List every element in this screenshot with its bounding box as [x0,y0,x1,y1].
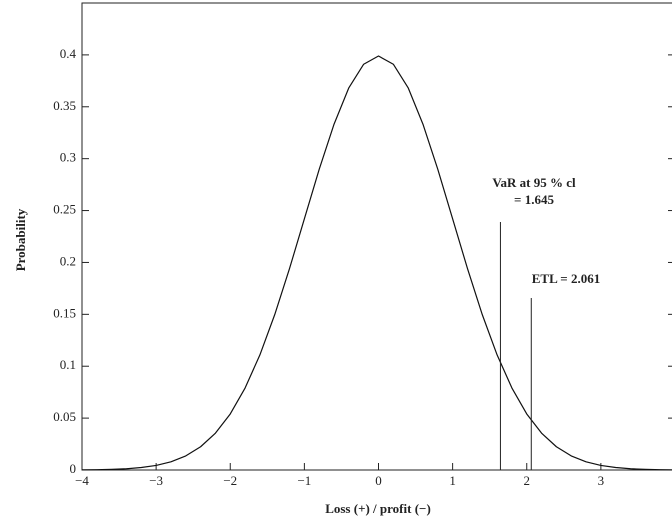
x-tick-label: 2 [524,473,531,488]
y-tick-label: 0.3 [60,150,76,165]
curve [81,55,672,471]
x-tick-label: 0 [375,473,382,488]
y-axis-label: Probability [13,208,28,271]
y-tick-label: 0.15 [53,305,76,320]
y-tick-label: 0.25 [53,202,76,217]
y-tick-label: 0.05 [53,409,76,424]
y-tick-label: 0.2 [60,253,76,268]
plot-frame [81,2,672,471]
y-tick-label: 0.1 [60,357,76,372]
y-tick-label: 0.4 [60,46,77,61]
y-tick-label: 0.35 [53,98,76,113]
x-tick-label: −1 [297,473,311,488]
y-tick-label: 0 [70,461,77,476]
x-axis-label: Loss (+) / profit (−) [325,501,431,516]
annotation-label: ETL = 2.061 [532,271,600,286]
x-tick-label: 3 [598,473,605,488]
x-tick-label: −2 [223,473,237,488]
annotation-label: VaR at 95 % cl [492,175,576,190]
x-tick-label: −3 [149,473,163,488]
x-tick-label: −4 [75,473,89,488]
annotation-label: = 1.645 [514,192,554,207]
x-tick-label: 1 [449,473,456,488]
